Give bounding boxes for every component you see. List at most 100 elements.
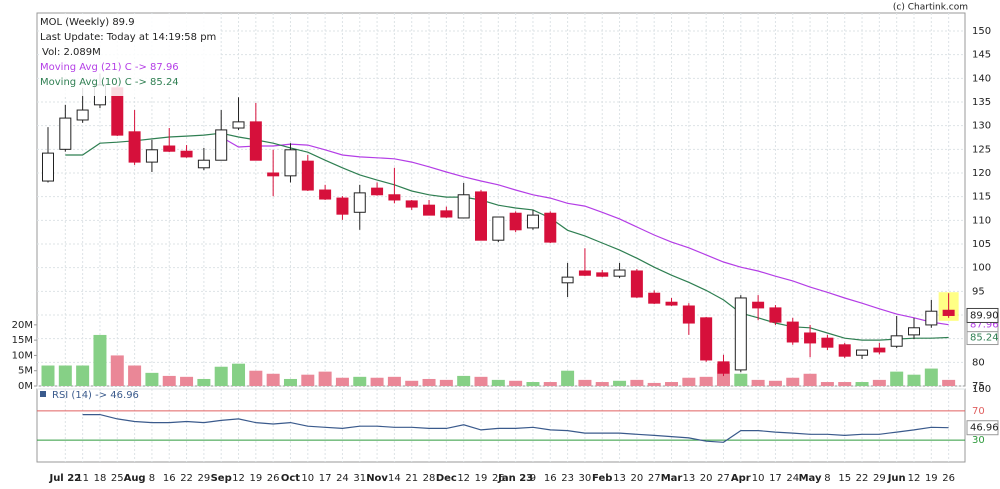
x-tick-label: 19: [249, 473, 262, 484]
candle-body: [440, 210, 453, 218]
candle-body: [908, 327, 920, 336]
volume-bar: [543, 382, 557, 386]
marks: 7580859095100105110115120125130135140145…: [12, 13, 999, 484]
candle-body: [353, 192, 366, 213]
x-tick-label: 26: [267, 473, 280, 484]
x-tick-label: Feb: [592, 473, 612, 484]
x-tick-label: Dec: [436, 473, 457, 484]
rsi-line: [82, 414, 949, 443]
candle-body: [215, 129, 228, 161]
volume-bar: [751, 379, 765, 386]
x-tick-label: Jan 23: [497, 473, 533, 484]
candle-body: [630, 270, 643, 298]
volume-bar: [283, 378, 297, 386]
volume-bar: [353, 376, 367, 386]
volume-bar: [58, 365, 72, 386]
rsi-tick-label: 30: [972, 435, 985, 446]
candle-body: [319, 189, 332, 200]
volume-label: Vol: 2.089M: [42, 47, 101, 58]
x-tick-label: 22: [180, 473, 193, 484]
y-tick-label: 75: [972, 381, 985, 392]
candle-body: [284, 149, 297, 177]
candle-body: [301, 160, 314, 191]
candle-body: [769, 307, 782, 323]
volume-bar: [162, 375, 176, 386]
candle-body: [613, 269, 626, 277]
rsi-tick-label: 100: [972, 384, 991, 395]
volume-bar: [578, 379, 592, 386]
candle-body: [838, 344, 851, 357]
x-tick-label: 10: [301, 473, 314, 484]
volume-bar: [232, 363, 246, 386]
x-tick-label: Mar: [661, 473, 683, 484]
volume-tick-label: 5M: [18, 366, 33, 377]
y-tick-label: 80: [972, 357, 985, 368]
x-tick-label: 12: [232, 473, 245, 484]
volume-bar: [647, 382, 661, 386]
x-tick-label: 9: [530, 473, 536, 484]
candle-body: [42, 152, 54, 182]
candle-body: [457, 194, 470, 219]
candle-body: [665, 301, 678, 306]
volume-bar: [682, 377, 696, 386]
x-tick-label: 28: [423, 473, 436, 484]
candle-body: [942, 309, 955, 316]
x-tick-label: 24: [786, 473, 799, 484]
y-tick-label: 140: [972, 73, 991, 84]
candle-body: [544, 212, 557, 243]
volume-bar: [872, 379, 886, 386]
volume-bar: [422, 378, 436, 386]
volume-bar: [145, 372, 159, 386]
candle-body: [526, 214, 539, 229]
x-tick-label: 29: [198, 473, 211, 484]
x-tick-label: 24: [336, 473, 349, 484]
y-tick-label: 150: [972, 26, 991, 37]
volume-bar: [561, 370, 575, 386]
y-tick-label: 100: [972, 263, 991, 274]
y-tick-label: 135: [972, 97, 991, 108]
candle-body: [804, 332, 817, 344]
x-tick-label: 17: [319, 473, 332, 484]
x-tick-label: 29: [873, 473, 886, 484]
volume-bar: [491, 379, 505, 386]
x-tick-label: 18: [94, 473, 107, 484]
candle-body: [925, 310, 938, 326]
candle-body: [890, 335, 903, 347]
legend-ma21: Moving Avg (21) C -> 87.96: [40, 62, 179, 73]
x-tick-label: May: [799, 473, 822, 484]
legend-box: [40, 14, 220, 96]
moving-average-line: [65, 132, 949, 341]
y-tick-label: 110: [972, 215, 991, 226]
volume-bar: [266, 373, 280, 386]
x-tick-label: 14: [388, 473, 401, 484]
x-tick-label: 31: [353, 473, 366, 484]
volume-bar: [180, 376, 194, 386]
moving-average-line: [220, 136, 949, 326]
candle-body: [405, 200, 418, 208]
y-tick-label: 145: [972, 50, 991, 61]
x-tick-label: 19: [925, 473, 938, 484]
volume-bar: [942, 379, 956, 386]
volume-bar: [509, 380, 523, 386]
volume-bar: [41, 365, 55, 386]
volume-bar: [439, 379, 453, 386]
candle-body: [648, 292, 661, 304]
volume-bar: [526, 382, 540, 386]
volume-bar: [474, 376, 488, 386]
candle-body: [578, 270, 591, 276]
volume-bar: [335, 377, 349, 386]
candle-body: [700, 317, 713, 361]
candle-body: [232, 121, 245, 129]
candle-body: [423, 204, 436, 216]
candle-body: [492, 216, 505, 241]
volume-bar: [734, 373, 748, 386]
volume-bar: [665, 382, 679, 386]
volume-bar: [630, 379, 644, 386]
x-tick-label: Oct: [281, 473, 300, 484]
volume-bar: [197, 378, 211, 386]
y-tick-label: 130: [972, 121, 991, 132]
volume-bar: [803, 373, 817, 386]
volume-bar: [595, 382, 609, 386]
